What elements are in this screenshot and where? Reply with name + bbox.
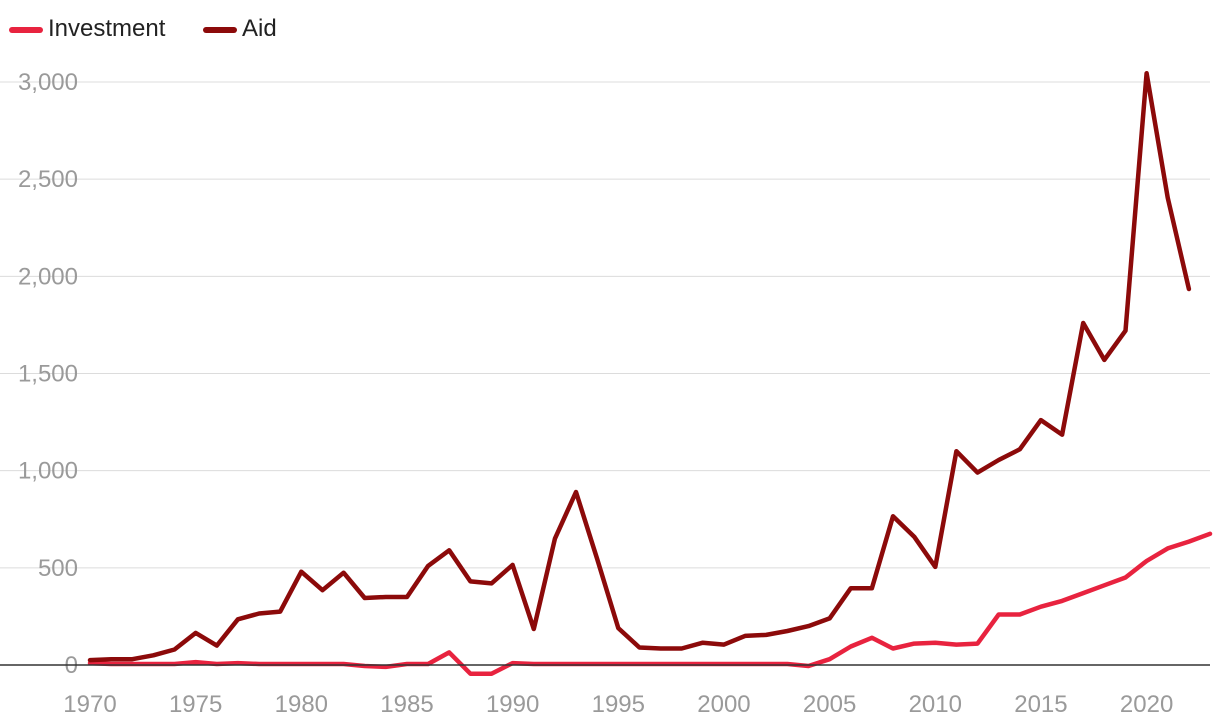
x-tick-label: 1990 [486, 691, 539, 718]
legend-label-aid: Aid [242, 15, 277, 42]
x-tick-label: 1995 [592, 691, 645, 718]
y-tick-label: 1,500 [18, 361, 78, 388]
legend: Investment Aid [9, 15, 277, 42]
x-tick-label: 1985 [380, 691, 433, 718]
gridlines [0, 81, 1210, 569]
x-tick-label: 2020 [1120, 691, 1173, 718]
y-tick-label: 500 [38, 555, 78, 582]
x-tick-label: 1970 [63, 691, 116, 718]
x-tick-label: 2000 [697, 691, 750, 718]
y-tick-label: 2,500 [18, 166, 78, 193]
legend-item-investment[interactable]: Investment [9, 15, 166, 42]
legend-label-investment: Investment [48, 15, 166, 42]
y-tick-label: 2,000 [18, 263, 78, 290]
x-axis: 1970 1975 1980 1985 1990 1995 2000 2005 2010 2015… [63, 691, 1173, 718]
legend-item-aid[interactable]: Aid [203, 15, 277, 42]
series-group [0, 71, 1213, 676]
x-tick-label: 1975 [169, 691, 222, 718]
y-tick-label: 1,000 [18, 458, 78, 485]
series-line-investment[interactable] [87, 531, 1213, 676]
series-line-aid[interactable] [87, 71, 1192, 663]
x-tick-label: 1980 [275, 691, 328, 718]
x-tick-label: 2015 [1014, 691, 1067, 718]
x-tick-label: 2005 [803, 691, 856, 718]
y-tick-label: 3,000 [18, 69, 78, 96]
x-tick-label: 2010 [909, 691, 962, 718]
